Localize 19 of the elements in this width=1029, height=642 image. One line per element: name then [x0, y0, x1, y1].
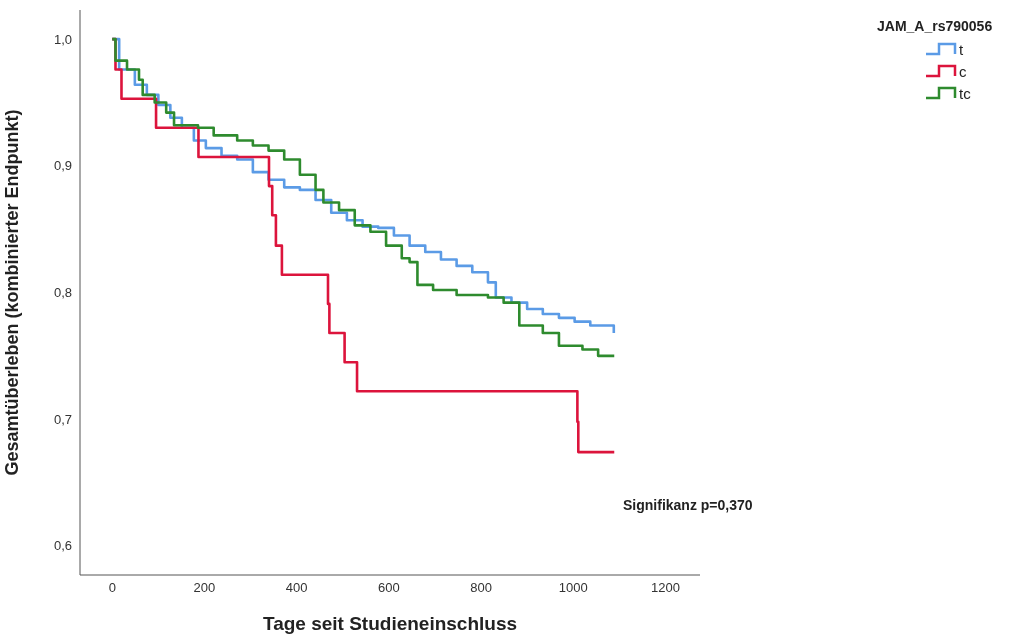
legend-label: tc	[959, 84, 971, 102]
x-tick-label: 1200	[650, 580, 680, 596]
y-tick-label: 0,6	[53, 538, 72, 554]
x-tick-label: 0	[108, 580, 116, 596]
legend-label: t	[959, 40, 964, 58]
y-tick-label: 0,9	[53, 158, 72, 174]
legend-title: JAM_A_rs790056	[877, 18, 994, 34]
y-axis-title: Gesamtüberleben (kombinierter Endpunkt)	[2, 109, 23, 476]
y-tick-label: 0,7	[53, 411, 72, 427]
x-tick-label: 400	[285, 580, 308, 596]
annotation: Signifikanz p=0,370	[623, 497, 753, 513]
x-axis-title: Tage seit Studieneinschluss	[262, 613, 518, 634]
y-tick-label: 1,0	[53, 31, 72, 47]
y-tick-label: 0,8	[53, 285, 72, 301]
x-tick-label: 800	[470, 580, 492, 596]
x-tick-label: 600	[378, 580, 400, 596]
legend-label: c	[959, 62, 967, 80]
x-tick-label: 200	[193, 580, 216, 596]
x-tick-label: 1000	[558, 580, 588, 596]
